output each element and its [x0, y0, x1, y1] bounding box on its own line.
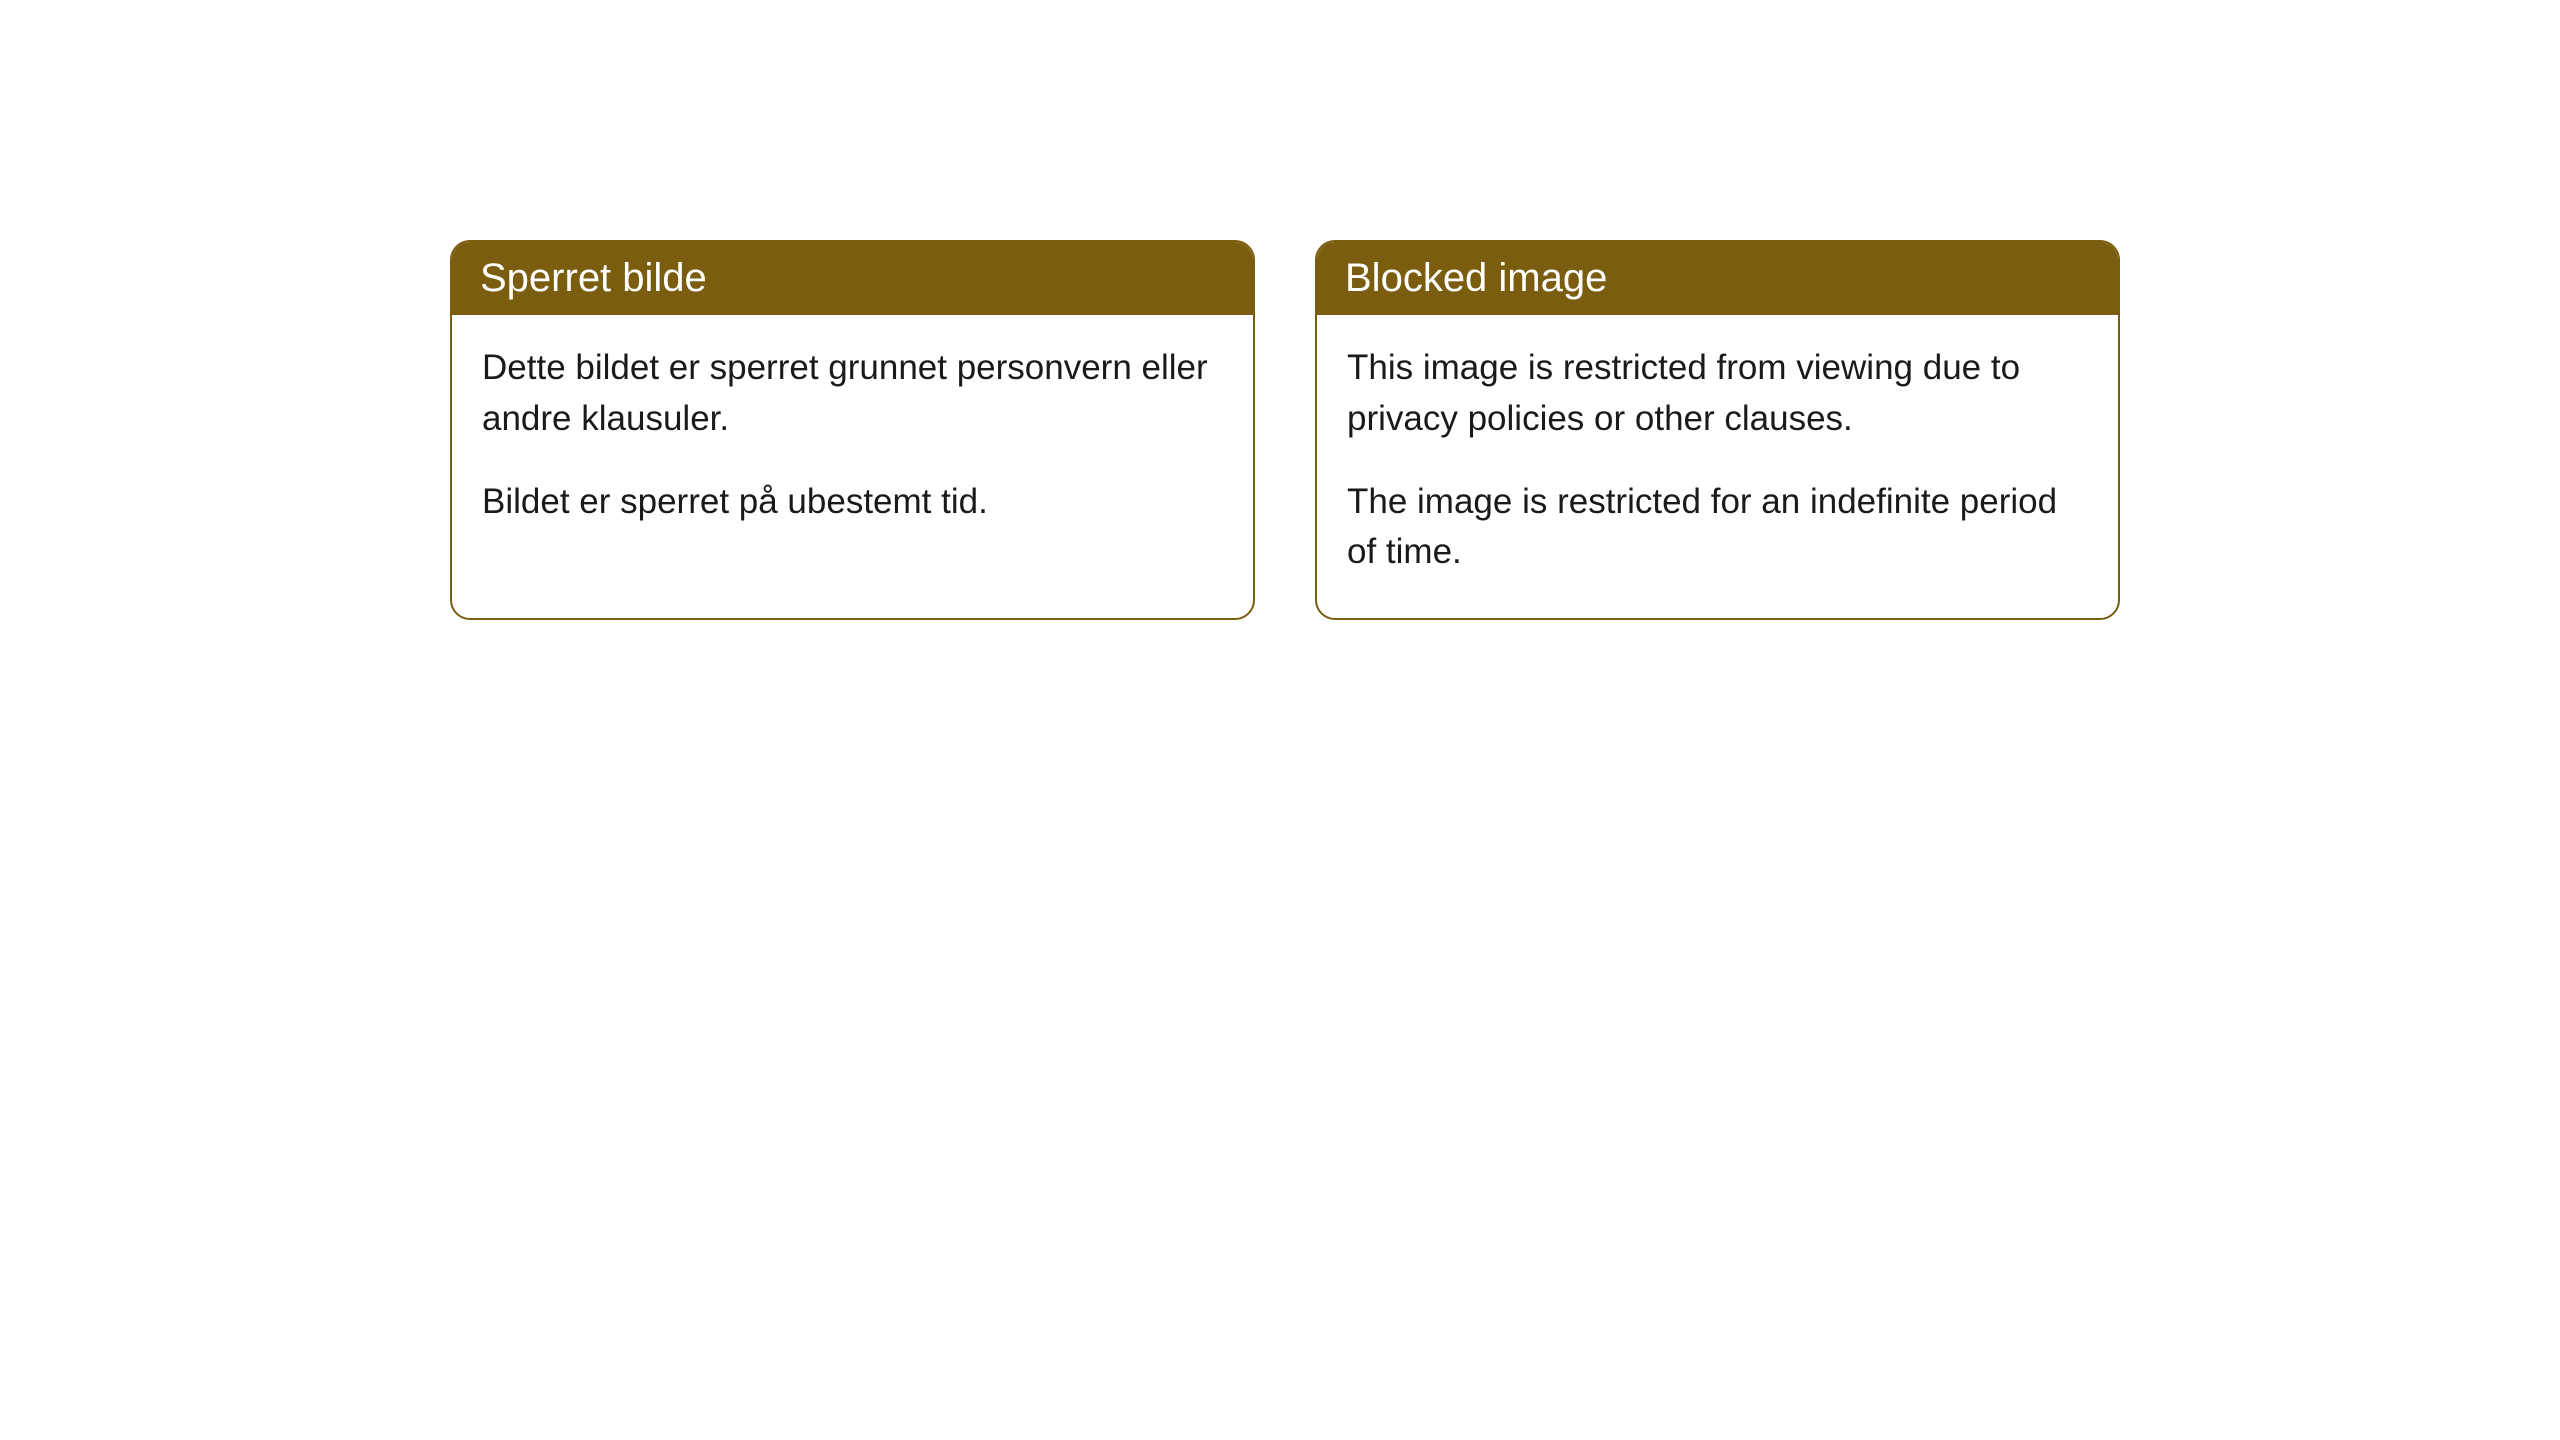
card-header-en: Blocked image	[1317, 242, 2118, 315]
card-body-en: This image is restricted from viewing du…	[1317, 315, 2118, 618]
card-paragraph-1-en: This image is restricted from viewing du…	[1347, 343, 2088, 445]
blocked-image-card-no: Sperret bilde Dette bildet er sperret gr…	[450, 240, 1255, 620]
card-header-no: Sperret bilde	[452, 242, 1253, 315]
card-paragraph-2-en: The image is restricted for an indefinit…	[1347, 477, 2088, 579]
card-title-en: Blocked image	[1345, 256, 1607, 300]
blocked-image-cards: Sperret bilde Dette bildet er sperret gr…	[450, 240, 2120, 620]
card-paragraph-1-no: Dette bildet er sperret grunnet personve…	[482, 343, 1223, 445]
card-title-no: Sperret bilde	[480, 256, 707, 300]
card-body-no: Dette bildet er sperret grunnet personve…	[452, 315, 1253, 567]
blocked-image-card-en: Blocked image This image is restricted f…	[1315, 240, 2120, 620]
card-paragraph-2-no: Bildet er sperret på ubestemt tid.	[482, 477, 1223, 528]
